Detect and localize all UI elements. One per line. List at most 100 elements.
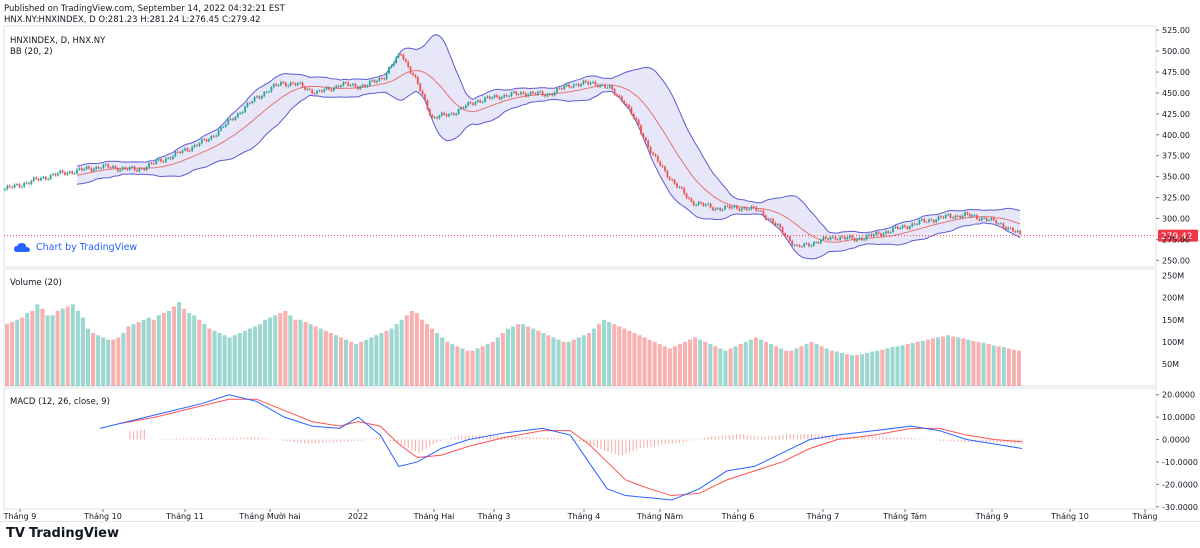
candle-body [649, 147, 652, 153]
candle-body [13, 184, 16, 188]
candle-body [145, 167, 148, 171]
tradingview-logo[interactable]: 𝗧𝗩 TradingView [6, 526, 119, 541]
candle-body [126, 169, 129, 170]
candle-body [311, 89, 314, 94]
candle-body [810, 245, 813, 247]
candle-body [668, 177, 671, 180]
volume-label: Volume (20) [10, 278, 62, 288]
candle-body [652, 152, 654, 155]
candle-body [1012, 227, 1014, 232]
candle-body [25, 182, 28, 184]
candle-body [635, 117, 638, 120]
candle-body [743, 207, 746, 209]
candle-body [865, 235, 868, 240]
ohlc-line: HNX.NY:HNXINDEX, D O:281.23 H:281.24 L:2… [4, 15, 261, 25]
candle-body [863, 239, 866, 241]
candle-body [18, 184, 21, 187]
candle-body [498, 96, 501, 100]
candle-body [534, 93, 537, 95]
volume-bar [662, 346, 667, 386]
bb-upper-line [76, 34, 1021, 234]
bb-label: BB (20, 2) [10, 47, 53, 57]
candle-body [527, 94, 530, 97]
volume-bar [268, 317, 273, 386]
candle-body [366, 85, 369, 87]
candle-body [971, 215, 974, 217]
volume-bar [748, 339, 753, 386]
volume-bar [151, 319, 156, 386]
volume-bar [743, 341, 748, 386]
price-tick-label: 325.00 [1162, 194, 1190, 203]
price-tick-label: 400.00 [1162, 131, 1190, 140]
candle-body [829, 237, 832, 240]
candle-body [724, 205, 726, 210]
candle-body [479, 100, 482, 103]
volume-bar [354, 344, 359, 386]
candle-body [407, 61, 410, 67]
candle-body [822, 236, 825, 241]
volume-bar [961, 338, 966, 386]
candle-body [901, 225, 904, 228]
candle-body [512, 91, 515, 93]
volume-bar [505, 328, 510, 386]
candle-body [152, 163, 155, 165]
candle-body [112, 166, 114, 168]
volume-bar [394, 324, 399, 386]
volume-bar [495, 337, 500, 386]
x-tick-label: 2022 [348, 512, 368, 521]
candle-body [851, 235, 854, 239]
candle-body [119, 169, 122, 172]
candle-body [539, 91, 542, 93]
candle-body [832, 236, 834, 238]
candle-body [155, 160, 158, 164]
candle-body [616, 94, 618, 96]
volume-bar [389, 328, 394, 386]
candle-body [342, 82, 345, 86]
candle-body [232, 118, 234, 121]
volume-bar [723, 350, 728, 386]
candle-body [575, 84, 578, 85]
volume-bar [607, 321, 612, 386]
candle-body [90, 168, 93, 171]
candle-body [776, 224, 779, 226]
candle-body [332, 87, 335, 91]
candle-body [294, 83, 297, 86]
candle-body [133, 166, 136, 171]
candle-body [6, 185, 9, 190]
candle-body [947, 214, 950, 216]
candle-body [448, 114, 450, 117]
candle-body [584, 80, 587, 82]
candle-body [131, 166, 134, 168]
candle-body [397, 54, 400, 58]
volume-tick-label: 250M [1162, 272, 1184, 281]
candle-body [544, 95, 546, 97]
candle-body [428, 109, 431, 115]
volume-bar [516, 324, 521, 386]
candle-body [688, 197, 690, 199]
candle-body [364, 84, 366, 87]
candle-body [745, 207, 748, 210]
macd-panel [99, 394, 1023, 501]
volume-bar [25, 313, 30, 386]
volume-bar [96, 335, 101, 386]
price-frame [3, 25, 1157, 268]
chart-by-tradingview-badge[interactable]: Chart by TradingView [14, 242, 137, 253]
candle-body [356, 86, 359, 89]
chart-svg[interactable]: 279.42 525.00 500.00 475.00 450.00 425.00 400… [0, 0, 1200, 521]
candle-body [640, 125, 642, 134]
candle-body [848, 235, 851, 238]
candle-body [817, 242, 820, 244]
candle-body [1000, 223, 1002, 225]
candle-body [796, 245, 798, 246]
volume-bar [20, 317, 25, 386]
candle-body [116, 168, 119, 172]
candle-body [587, 81, 590, 85]
volume-bar [728, 348, 733, 386]
candle-body [1002, 223, 1005, 228]
volume-bar [652, 341, 657, 386]
candle-body [56, 173, 59, 176]
candle-body [913, 223, 916, 225]
candle-body [541, 91, 544, 96]
candle-body [988, 220, 990, 221]
volume-bar [571, 339, 576, 386]
